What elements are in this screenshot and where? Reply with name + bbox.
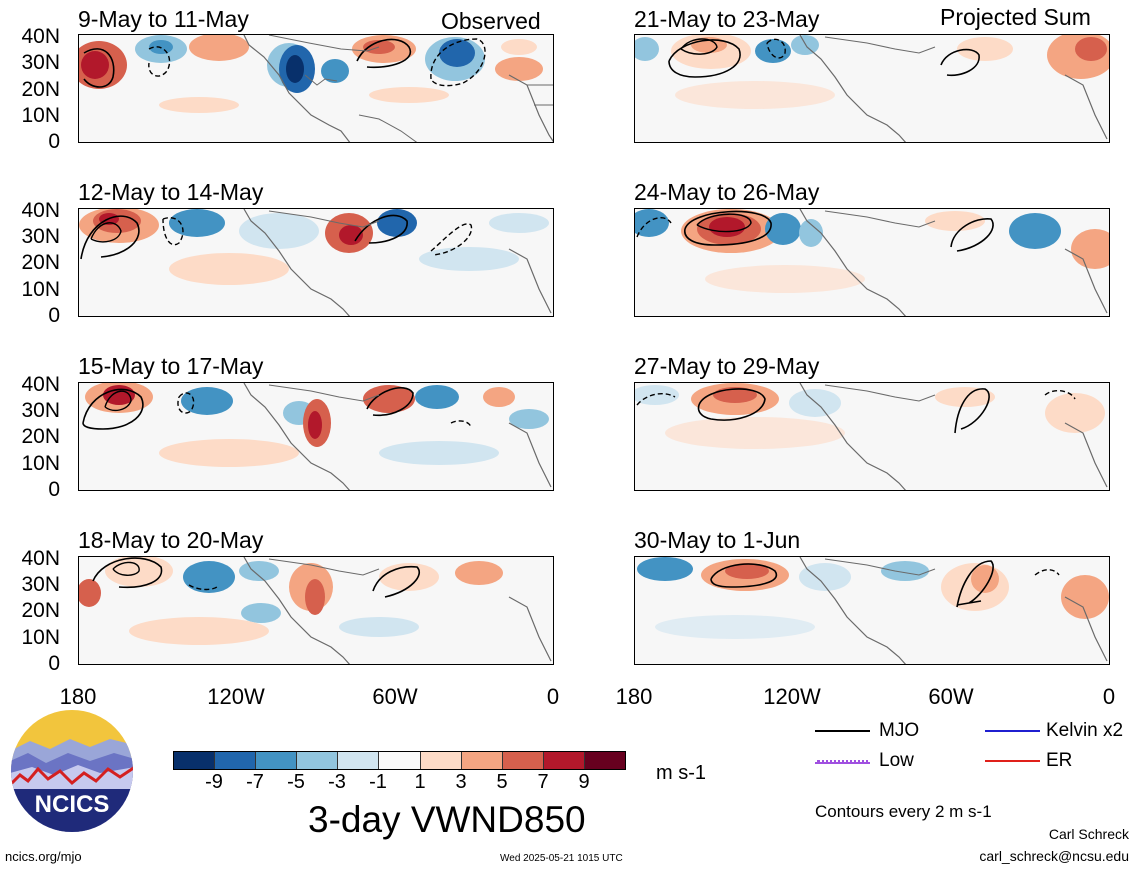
contour-note: Contours every 2 m s-1: [815, 802, 992, 821]
anomaly-field: [79, 557, 552, 664]
lat-label: 30N: [21, 399, 60, 422]
panel-tag: Observed: [441, 8, 541, 34]
colorbar-tick: -3: [328, 771, 346, 793]
lat-label: 20N: [21, 425, 60, 448]
colorbar-tick: -1: [369, 771, 387, 793]
lat-label: 0: [48, 130, 60, 153]
map-panel: [78, 382, 554, 491]
colorbar-swatch: [543, 752, 585, 769]
lat-label: 30N: [21, 225, 60, 248]
anomaly-field: [79, 209, 552, 316]
legend-label-kelvin: Kelvin x2: [1046, 720, 1124, 741]
legend-line-kelvin: [985, 730, 1040, 732]
legend-line-mjo: [815, 730, 870, 732]
lat-label: 40N: [21, 199, 60, 222]
colorbar-tick: 1: [414, 771, 426, 793]
panel-title: 30-May to 1-Jun: [634, 527, 801, 553]
lon-label: 180: [59, 684, 97, 709]
anomaly-field: [637, 557, 1109, 664]
lon-label: 60W: [928, 684, 974, 709]
ncics-logo: NCICS: [10, 709, 135, 834]
lon-label: 120W: [207, 684, 265, 709]
lat-label: 20N: [21, 599, 60, 622]
anomaly-field: [79, 35, 553, 142]
figure-title: 3-day VWND850: [308, 799, 586, 840]
lat-label: 10N: [21, 626, 60, 649]
lat-label: 20N: [21, 251, 60, 274]
lon-label: 60W: [372, 684, 418, 709]
lon-label: 120W: [763, 684, 821, 709]
colorbar-tick: 9: [578, 771, 590, 793]
lat-label: 0: [48, 478, 60, 501]
colorbar-swatch: [297, 752, 339, 769]
colorbar-tick: 7: [537, 771, 549, 793]
colorbar-swatch: [584, 752, 626, 769]
panel-tag: Projected Sum: [940, 4, 1091, 30]
colorbar-swatch: [502, 752, 544, 769]
site-link[interactable]: ncics.org/mjo: [5, 849, 82, 864]
map-panel: [634, 382, 1110, 491]
panel-title: 12-May to 14-May: [78, 179, 264, 205]
anomaly-field: [82, 383, 552, 490]
colorbar-tick: -7: [246, 771, 264, 793]
logo-graphic: NCICS: [11, 710, 133, 832]
lat-label: 10N: [21, 278, 60, 301]
colorbar-tick: 5: [496, 771, 508, 793]
colorbar-tick: -5: [287, 771, 305, 793]
panel-title: 18-May to 20-May: [78, 527, 264, 553]
legend-line-low: [815, 760, 870, 764]
panel-title: 27-May to 29-May: [634, 353, 820, 379]
colorbar-swatch: [256, 752, 298, 769]
anomaly-field: [635, 209, 1109, 316]
lat-label: 40N: [21, 25, 60, 48]
legend-label-mjo: MJO: [879, 720, 920, 741]
lat-label: 20N: [21, 78, 60, 101]
logo-text: NCICS: [35, 791, 110, 818]
author: Carl Schreck: [1048, 826, 1129, 842]
colorbar-tick: 3: [455, 771, 467, 793]
colorbar-swatch: [215, 752, 257, 769]
lat-label: 30N: [21, 51, 60, 74]
author-email[interactable]: carl_schreck@ncsu.edu: [979, 848, 1129, 864]
anomaly-field: [635, 383, 1108, 490]
lat-label: 0: [48, 304, 60, 327]
lat-label: 40N: [21, 547, 60, 570]
anomaly-field: [635, 35, 1109, 142]
lon-label: 0: [1102, 684, 1116, 709]
colorbar: [173, 751, 626, 770]
panel-title: 21-May to 23-May: [634, 6, 820, 32]
colorbar-swatch: [338, 752, 380, 769]
map-panel: [634, 556, 1110, 665]
map-panel: [634, 208, 1110, 317]
lat-label: 40N: [21, 373, 60, 396]
map-panel: [78, 34, 554, 143]
colorbar-swatch: [379, 752, 421, 769]
lon-label: 0: [546, 684, 560, 709]
panel-title: 24-May to 26-May: [634, 179, 820, 205]
lat-label: 10N: [21, 452, 60, 475]
legend-label-low: Low: [879, 750, 914, 771]
lat-label: 0: [48, 652, 60, 675]
lon-label: 180: [615, 684, 653, 709]
timestamp: Wed 2025-05-21 1015 UTC: [500, 853, 623, 864]
map-panel: [634, 34, 1110, 143]
lat-label: 10N: [21, 104, 60, 127]
map-panel: [78, 208, 554, 317]
colorbar-tick: -9: [205, 771, 223, 793]
legend-label-er: ER: [1046, 750, 1073, 771]
colorbar-swatch: [420, 752, 462, 769]
panel-title: 9-May to 11-May: [78, 6, 249, 32]
lat-label: 30N: [21, 573, 60, 596]
map-panel: [78, 556, 554, 665]
colorbar-swatch: [174, 752, 216, 769]
legend-line-er: [985, 760, 1040, 762]
panel-title: 15-May to 17-May: [78, 353, 264, 379]
colorbar-swatch: [461, 752, 503, 769]
colorbar-units: m s-1: [656, 762, 706, 784]
